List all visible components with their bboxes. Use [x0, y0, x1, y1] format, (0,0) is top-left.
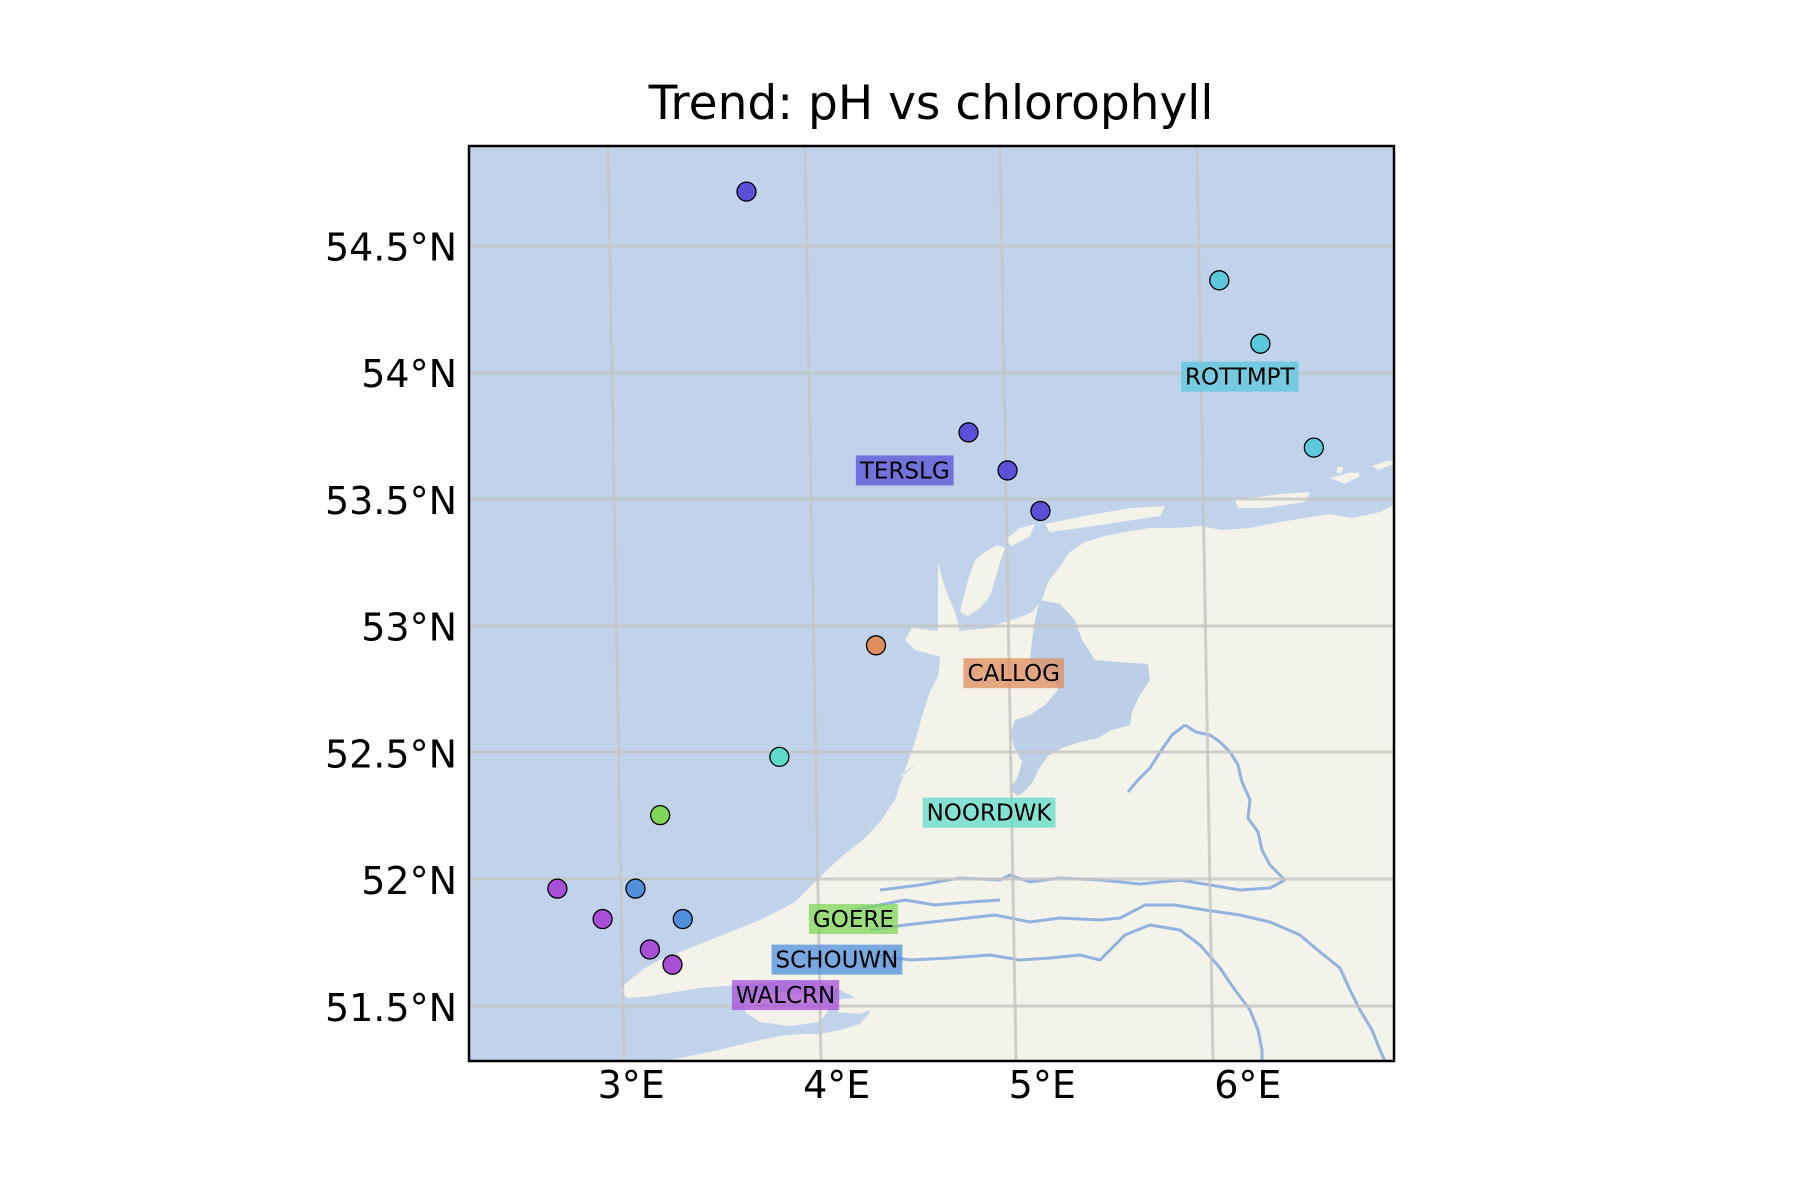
station-point-walcrn — [547, 878, 568, 899]
station-label-box — [731, 980, 840, 1011]
station-label-walcrn: WALCRN — [731, 980, 840, 1011]
station-label-terslg: TERSLG — [855, 455, 954, 486]
x-tick-label: 3°E — [598, 1063, 665, 1107]
station-point-noordwk — [769, 746, 790, 767]
station-point-schouwn — [672, 908, 693, 930]
station-label-box — [922, 797, 1056, 828]
station-point-rottmpt — [1250, 333, 1271, 354]
station-points — [547, 181, 1324, 975]
meridian-6e — [1195, 146, 1215, 1061]
x-tick-label: 6°E — [1214, 1063, 1281, 1107]
station-point-schouwn — [625, 878, 646, 899]
station-label-goere: GOERE — [808, 904, 898, 935]
station-point-goere — [650, 804, 671, 826]
meridian-3e — [606, 146, 626, 1061]
river-vecht — [1126, 723, 1186, 793]
chart-title: Trend: pH vs chlorophyll — [648, 76, 1214, 131]
station-point-walcrn — [662, 954, 683, 975]
y-tick-label: 53.5°N — [325, 479, 457, 523]
x-tick-label: 5°E — [1009, 1063, 1076, 1107]
island-east-frisian-2 — [1372, 460, 1394, 470]
station-point-walcrn — [639, 939, 661, 960]
station-label-box — [963, 658, 1064, 689]
station-point-terslg — [958, 422, 979, 443]
meridian-5e — [998, 146, 1018, 1061]
y-tick-label: 54.5°N — [325, 225, 457, 269]
station-point-terslg — [997, 460, 1018, 481]
station-point-terslg — [736, 181, 757, 202]
station-point-terslg — [1030, 500, 1051, 522]
river-maas — [874, 923, 1264, 1061]
station-label-text: CALLOG — [967, 661, 1060, 687]
y-tick-label: 52.5°N — [325, 732, 457, 776]
lake-ijsselmeer — [1010, 600, 1150, 796]
x-tick-label: 4°E — [803, 1063, 870, 1107]
axis-tick-labels: 3°E 4°E 5°E 6°E 54.5°N 54°N 53.5°N 53°N 52.5°N 52… — [325, 225, 1281, 1107]
station-label-box — [808, 904, 898, 935]
island-east-frisian-1 — [1340, 472, 1360, 482]
y-tick-label: 52°N — [361, 859, 457, 903]
map-area: ROTTMPT TERSLG CALLOG NOORDWK GOERE SCHOUWN WA… — [469, 146, 1394, 1061]
river-waal — [869, 903, 1387, 1061]
station-label-callog: CALLOG — [963, 658, 1064, 689]
station-label-text: NOORDWK — [927, 801, 1053, 827]
station-label-noordwk: NOORDWK — [922, 797, 1056, 828]
station-label-rottmpt: ROTTMPT — [1181, 361, 1299, 392]
station-label-box — [855, 455, 954, 486]
station-label-text: SCHOUWN — [776, 948, 899, 974]
station-point-rottmpt — [1303, 437, 1324, 458]
y-tick-label: 51.5°N — [325, 986, 457, 1030]
island-vlieland — [1005, 524, 1035, 546]
y-tick-label: 53°N — [361, 606, 457, 650]
island-texel — [960, 545, 1005, 616]
map-frame — [467, 144, 1396, 1063]
station-point-rottmpt — [1209, 270, 1230, 291]
island-rottumeroog — [1336, 466, 1344, 474]
station-label-text: WALCRN — [736, 983, 835, 1009]
station-labels: ROTTMPT TERSLG CALLOG NOORDWK GOERE SCHOUWN WA… — [731, 361, 1299, 1011]
river-ijssel — [1184, 723, 1287, 882]
station-point-walcrn — [592, 908, 613, 930]
station-label-text: ROTTMPT — [1185, 365, 1295, 391]
station-label-schouwn: SCHOUWN — [771, 944, 903, 975]
station-label-text: GOERE — [813, 907, 894, 933]
station-label-box — [771, 944, 903, 975]
station-point-callog — [865, 635, 887, 656]
station-label-text: TERSLG — [859, 458, 950, 484]
station-label-box — [1181, 361, 1299, 392]
y-tick-label: 54°N — [361, 352, 457, 396]
island-terschelling — [1045, 506, 1165, 532]
